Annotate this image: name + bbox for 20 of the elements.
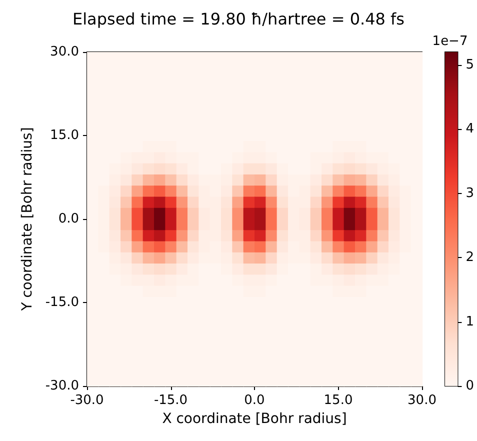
x-axis-title: X coordinate [Bohr radius] [162,410,347,427]
y-tick-label: -30.0 [45,378,79,394]
color-bar-title: 1e−7 [432,34,468,49]
color-bar-label: 4 [466,122,474,137]
y-tick-label: 30.0 [50,44,79,60]
color-bar-label: 2 [466,250,474,266]
chart-title: Elapsed time = 19.80 ħ/hartree = 0.48 fs [72,10,405,28]
color-bar-label: 1 [466,314,474,330]
y-tick-label: 15.0 [50,128,79,143]
x-tick-label: -30.0 [70,393,104,408]
x-tick-label: -15.0 [154,393,188,408]
y-tick-label: 0.0 [58,212,79,226]
color-bar-label: 3 [466,186,474,201]
x-tick-label: 30.0 [408,393,436,408]
color-bar-label: 0 [466,378,474,394]
y-tick-label: -15.0 [45,295,79,310]
y-axis-title: Y coordinate [Bohr radius] [19,127,36,312]
x-tick-label: 15.0 [324,393,353,408]
color-bar-label: 5 [466,57,474,72]
x-tick-label: 0.0 [244,393,265,408]
